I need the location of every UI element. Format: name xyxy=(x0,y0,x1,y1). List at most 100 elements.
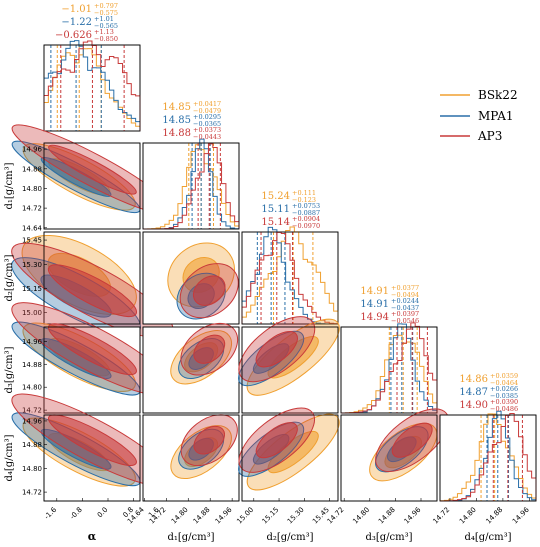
contour-ap3-1sigma xyxy=(47,414,137,466)
y-tick-label: 14.64 xyxy=(22,224,43,232)
summary-d4-ap3: 14.90 +0.0390−0.0486 xyxy=(459,398,518,413)
summary-minus: −0.0546 xyxy=(391,317,419,325)
x-tick-label: 15.15 xyxy=(261,506,281,526)
y-axis-label-d3: d₃[g/cm³] xyxy=(4,346,15,393)
legend-label-ap3: AP3 xyxy=(477,129,502,143)
summary-plus: +0.111 xyxy=(292,189,316,197)
contour-ap3-1sigma xyxy=(47,323,137,376)
contour-ap3-1sigma xyxy=(193,334,226,364)
summary-d2-bsk22: 15.24 +0.111−0.123 xyxy=(261,189,316,204)
summary-minus: −0.0365 xyxy=(193,120,221,128)
contour-ap3-1sigma xyxy=(255,422,298,459)
summary-median: 15.24 xyxy=(261,191,290,202)
y-tick-label: 14.96 xyxy=(22,417,43,425)
x-axis-label-d3: d₃[g/cm³] xyxy=(365,532,412,543)
y-tick-label: 15.30 xyxy=(22,261,42,269)
legend: BSk22 MPA1 AP3 xyxy=(440,88,518,143)
summary-alpha-bsk22: −1.01 +0.797−0.575 xyxy=(61,2,118,17)
panel-border xyxy=(43,142,141,230)
summary-median: 14.88 xyxy=(162,128,191,139)
summary-d3-ap3: 14.94 +0.0397−0.0546 xyxy=(360,310,419,325)
panels-layer: 14.6414.7214.8014.8814.96d₁[g/cm³]15.001… xyxy=(4,2,537,543)
summary-plus: +0.0753 xyxy=(292,202,320,210)
x-axis-label-d1: d₁[g/cm³] xyxy=(167,532,214,543)
summary-plus: +1.01 xyxy=(94,15,114,23)
summary-minus: −0.0437 xyxy=(391,304,419,312)
x-tick-label: 14.96 xyxy=(403,505,423,525)
panel-border xyxy=(241,414,339,502)
x-tick-label: 14.88 xyxy=(192,506,212,526)
x-tick-label: 14.88 xyxy=(377,506,397,526)
y-tick-label: 14.88 xyxy=(22,361,42,369)
summary-median: 15.11 xyxy=(261,204,290,215)
x-tick-label: 14.88 xyxy=(484,506,504,526)
summary-plus: +0.0377 xyxy=(391,284,419,292)
summary-plus: +0.0904 xyxy=(292,215,320,223)
summary-d1-ap3: 14.88 +0.0373−0.0443 xyxy=(162,126,221,141)
summary-minus: −0.850 xyxy=(94,35,118,43)
contour-ap3-1sigma xyxy=(47,264,138,318)
panel-border xyxy=(43,326,141,414)
panel-border xyxy=(340,326,438,414)
x-tick-label: 14.96 xyxy=(511,505,531,525)
summary-median: 14.94 xyxy=(360,312,389,323)
y-tick-label: 14.72 xyxy=(22,205,42,213)
panel-border xyxy=(241,326,339,414)
summary-d3-mpa1: 14.91 +0.0244−0.0437 xyxy=(360,297,419,312)
x-tick-label: 14.96 xyxy=(214,505,234,525)
panel-alpha-vs-alpha xyxy=(43,40,141,132)
y-tick-label: 15.00 xyxy=(22,309,42,317)
y-tick-label: 14.96 xyxy=(22,338,43,346)
summary-minus: −0.123 xyxy=(292,196,316,204)
panel-d2-vs-d2 xyxy=(241,226,339,325)
summary-minus: −0.0464 xyxy=(490,379,518,387)
summary-median: 14.87 xyxy=(459,387,488,398)
panel-border xyxy=(43,44,141,132)
x-tick-label: 14.80 xyxy=(458,506,478,526)
panel-border xyxy=(241,231,339,325)
histogram-ap3 xyxy=(439,412,537,502)
contour-ap3-1sigma xyxy=(192,275,226,306)
histogram-bsk22 xyxy=(439,413,537,502)
panel-d2-vs-alpha: 15.00 15.15 15.30 15.45 d₂[g/cm³] xyxy=(4,231,174,339)
panel-d2-vs-d1 xyxy=(142,231,240,325)
summary-minus: −0.575 xyxy=(94,9,118,17)
x-axis-label-d2: d₂[g/cm³] xyxy=(266,532,313,543)
summary-median: −1.01 xyxy=(61,4,92,15)
summary-median: 14.86 xyxy=(459,374,488,385)
panel-d3-vs-d3 xyxy=(340,322,438,414)
summary-plus: +0.0373 xyxy=(193,126,221,134)
contour-ap3-1sigma xyxy=(391,422,433,458)
legend-label-mpa1: MPA1 xyxy=(478,109,514,123)
summary-minus: −0.0887 xyxy=(292,209,320,217)
y-tick-label: 15.15 xyxy=(22,285,42,293)
x-tick-label: 15.00 xyxy=(235,506,255,526)
x-tick-label: 14.72 xyxy=(432,506,452,526)
contour-ap3-1sigma xyxy=(193,425,226,455)
panel-border xyxy=(142,231,240,325)
summary-plus: +0.0397 xyxy=(391,310,419,318)
histogram-ap3 xyxy=(43,40,141,131)
x-axis-label-d4: d₄[g/cm³] xyxy=(464,532,511,543)
summary-median: −1.22 xyxy=(61,17,92,28)
summary-d2-mpa1: 15.11 +0.0753−0.0887 xyxy=(261,202,320,217)
summary-median: 14.90 xyxy=(459,400,488,411)
y-tick-label: 14.72 xyxy=(22,489,42,497)
panel-d3-vs-d1 xyxy=(142,322,240,414)
summary-d1-bsk22: 14.85 +0.0417−0.0479 xyxy=(162,100,221,115)
summary-minus: −0.0494 xyxy=(391,291,419,299)
y-tick-label: 14.96 xyxy=(22,146,43,154)
summary-plus: +1.13 xyxy=(94,28,114,36)
x-tick-label: -1.6 xyxy=(43,505,59,521)
summary-minus: −0.0486 xyxy=(490,405,518,413)
panel-d4-vs-alpha: -1.6 -0.8 0.0 0.8 1.6α14.7214.8014.8814.96d₄… xyxy=(4,393,174,543)
histogram-bsk22 xyxy=(142,144,240,230)
summary-median: 14.91 xyxy=(360,286,389,297)
y-tick-label: 14.72 xyxy=(22,407,42,415)
contour-ap3-1sigma xyxy=(48,144,137,195)
panel-border xyxy=(43,414,141,502)
summary-alpha-ap3: −0.626 +1.13−0.850 xyxy=(55,28,118,43)
